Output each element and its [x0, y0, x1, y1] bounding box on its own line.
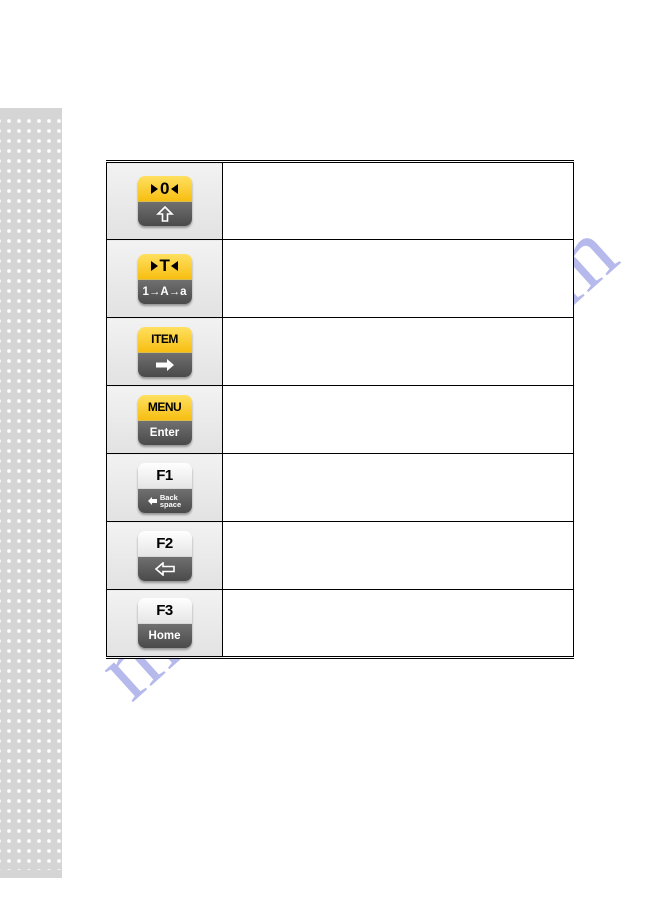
item-key-top: ITEM	[138, 327, 192, 353]
description-cell	[223, 522, 574, 590]
f1-key-top: F1	[138, 463, 192, 489]
key-cell: F1Backspace	[107, 454, 223, 522]
f1-key-bottom: Backspace	[138, 489, 192, 513]
zero-key-bottom	[138, 202, 192, 226]
key-cell: 0	[107, 162, 223, 240]
key-cell: MENUEnter	[107, 386, 223, 454]
t-key-bottom: 1→A→a	[138, 280, 192, 304]
zero-key-top: 0	[138, 176, 192, 202]
table-row: F2	[107, 522, 574, 590]
f1-key[interactable]: F1Backspace	[138, 463, 192, 513]
key-cell: F3Home	[107, 590, 223, 658]
f2-key-bottom	[138, 557, 192, 581]
t-key-top: T	[138, 254, 192, 280]
zero-key[interactable]: 0	[138, 176, 192, 226]
table-row: T1→A→a	[107, 240, 574, 318]
item-key-bottom	[138, 353, 192, 377]
description-cell	[223, 590, 574, 658]
table-row: MENUEnter	[107, 386, 574, 454]
description-cell	[223, 162, 574, 240]
menu-key-top: MENU	[138, 395, 192, 421]
table-row: 0	[107, 162, 574, 240]
f3-key-bottom: Home	[138, 624, 192, 648]
table-row: F1Backspace	[107, 454, 574, 522]
key-cell: T1→A→a	[107, 240, 223, 318]
table-row: F3Home	[107, 590, 574, 658]
description-cell	[223, 318, 574, 386]
table-row: ITEM	[107, 318, 574, 386]
f2-key[interactable]: F2	[138, 531, 192, 581]
f3-key-top: F3	[138, 598, 192, 624]
f2-key-top: F2	[138, 531, 192, 557]
key-cell: F2	[107, 522, 223, 590]
item-key[interactable]: ITEM	[138, 327, 192, 377]
description-cell	[223, 240, 574, 318]
key-table: 0 T1→A→a ITEM MENUEnter F1Backspace F2 F3Home	[106, 160, 574, 659]
description-cell	[223, 386, 574, 454]
dotted-sidebar	[0, 108, 62, 878]
menu-key[interactable]: MENUEnter	[138, 395, 192, 445]
key-cell: ITEM	[107, 318, 223, 386]
description-cell	[223, 454, 574, 522]
f3-key[interactable]: F3Home	[138, 598, 192, 648]
menu-key-bottom: Enter	[138, 421, 192, 445]
t-key[interactable]: T1→A→a	[138, 254, 192, 304]
